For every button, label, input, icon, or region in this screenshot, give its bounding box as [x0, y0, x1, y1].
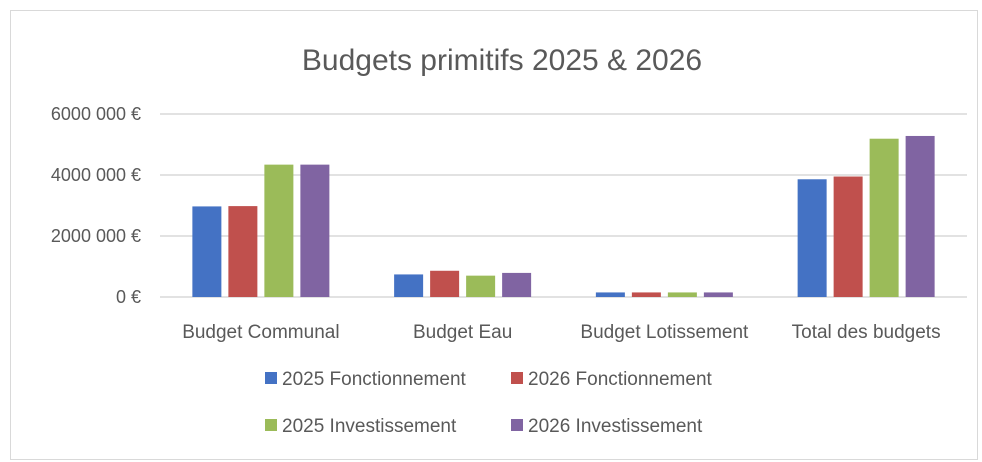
category-label: Budget Communal — [182, 322, 339, 343]
bar — [631, 292, 661, 297]
bar — [869, 138, 899, 297]
bar — [430, 270, 460, 297]
bar — [703, 292, 733, 297]
bar — [466, 275, 496, 297]
legend-label: 2026 Fonctionnement — [528, 369, 713, 390]
y-tick-label: 0 € — [116, 287, 141, 307]
legend-label: 2025 Investissement — [282, 416, 457, 437]
bar — [833, 176, 863, 297]
legend-swatch — [511, 419, 523, 431]
y-tick-label: 2000 000 € — [51, 226, 141, 246]
legend: 2025 Fonctionnement 2026 Fonctionnement 20… — [265, 369, 713, 437]
category-label: Budget Lotissement — [580, 322, 749, 343]
y-axis-tick-labels: 0 € 2000 000 € 4000 000 € 6000 000 € — [51, 104, 141, 307]
y-tick-label: 6000 000 € — [51, 104, 141, 124]
bars — [192, 135, 935, 297]
bar — [502, 272, 532, 297]
category-label: Total des budgets — [792, 322, 941, 343]
legend-label: 2025 Fonctionnement — [282, 369, 467, 390]
category-labels: Budget Communal Budget Eau Budget Lotissem… — [182, 322, 940, 343]
bar — [300, 164, 330, 297]
bar — [797, 179, 827, 297]
bar — [905, 135, 935, 297]
bar — [192, 206, 222, 297]
bar — [394, 274, 424, 297]
legend-swatch — [265, 419, 277, 431]
chart-title: Budgets primitifs 2025 & 2026 — [302, 44, 702, 77]
y-tick-label: 4000 000 € — [51, 165, 141, 185]
bar — [264, 164, 294, 297]
bar — [667, 292, 697, 297]
legend-swatch — [511, 372, 523, 384]
legend-swatch — [265, 372, 277, 384]
legend-label: 2026 Investissement — [528, 416, 703, 437]
category-label: Budget Eau — [413, 322, 512, 343]
gridlines — [160, 113, 967, 298]
bar — [228, 206, 258, 297]
bar — [595, 292, 625, 297]
